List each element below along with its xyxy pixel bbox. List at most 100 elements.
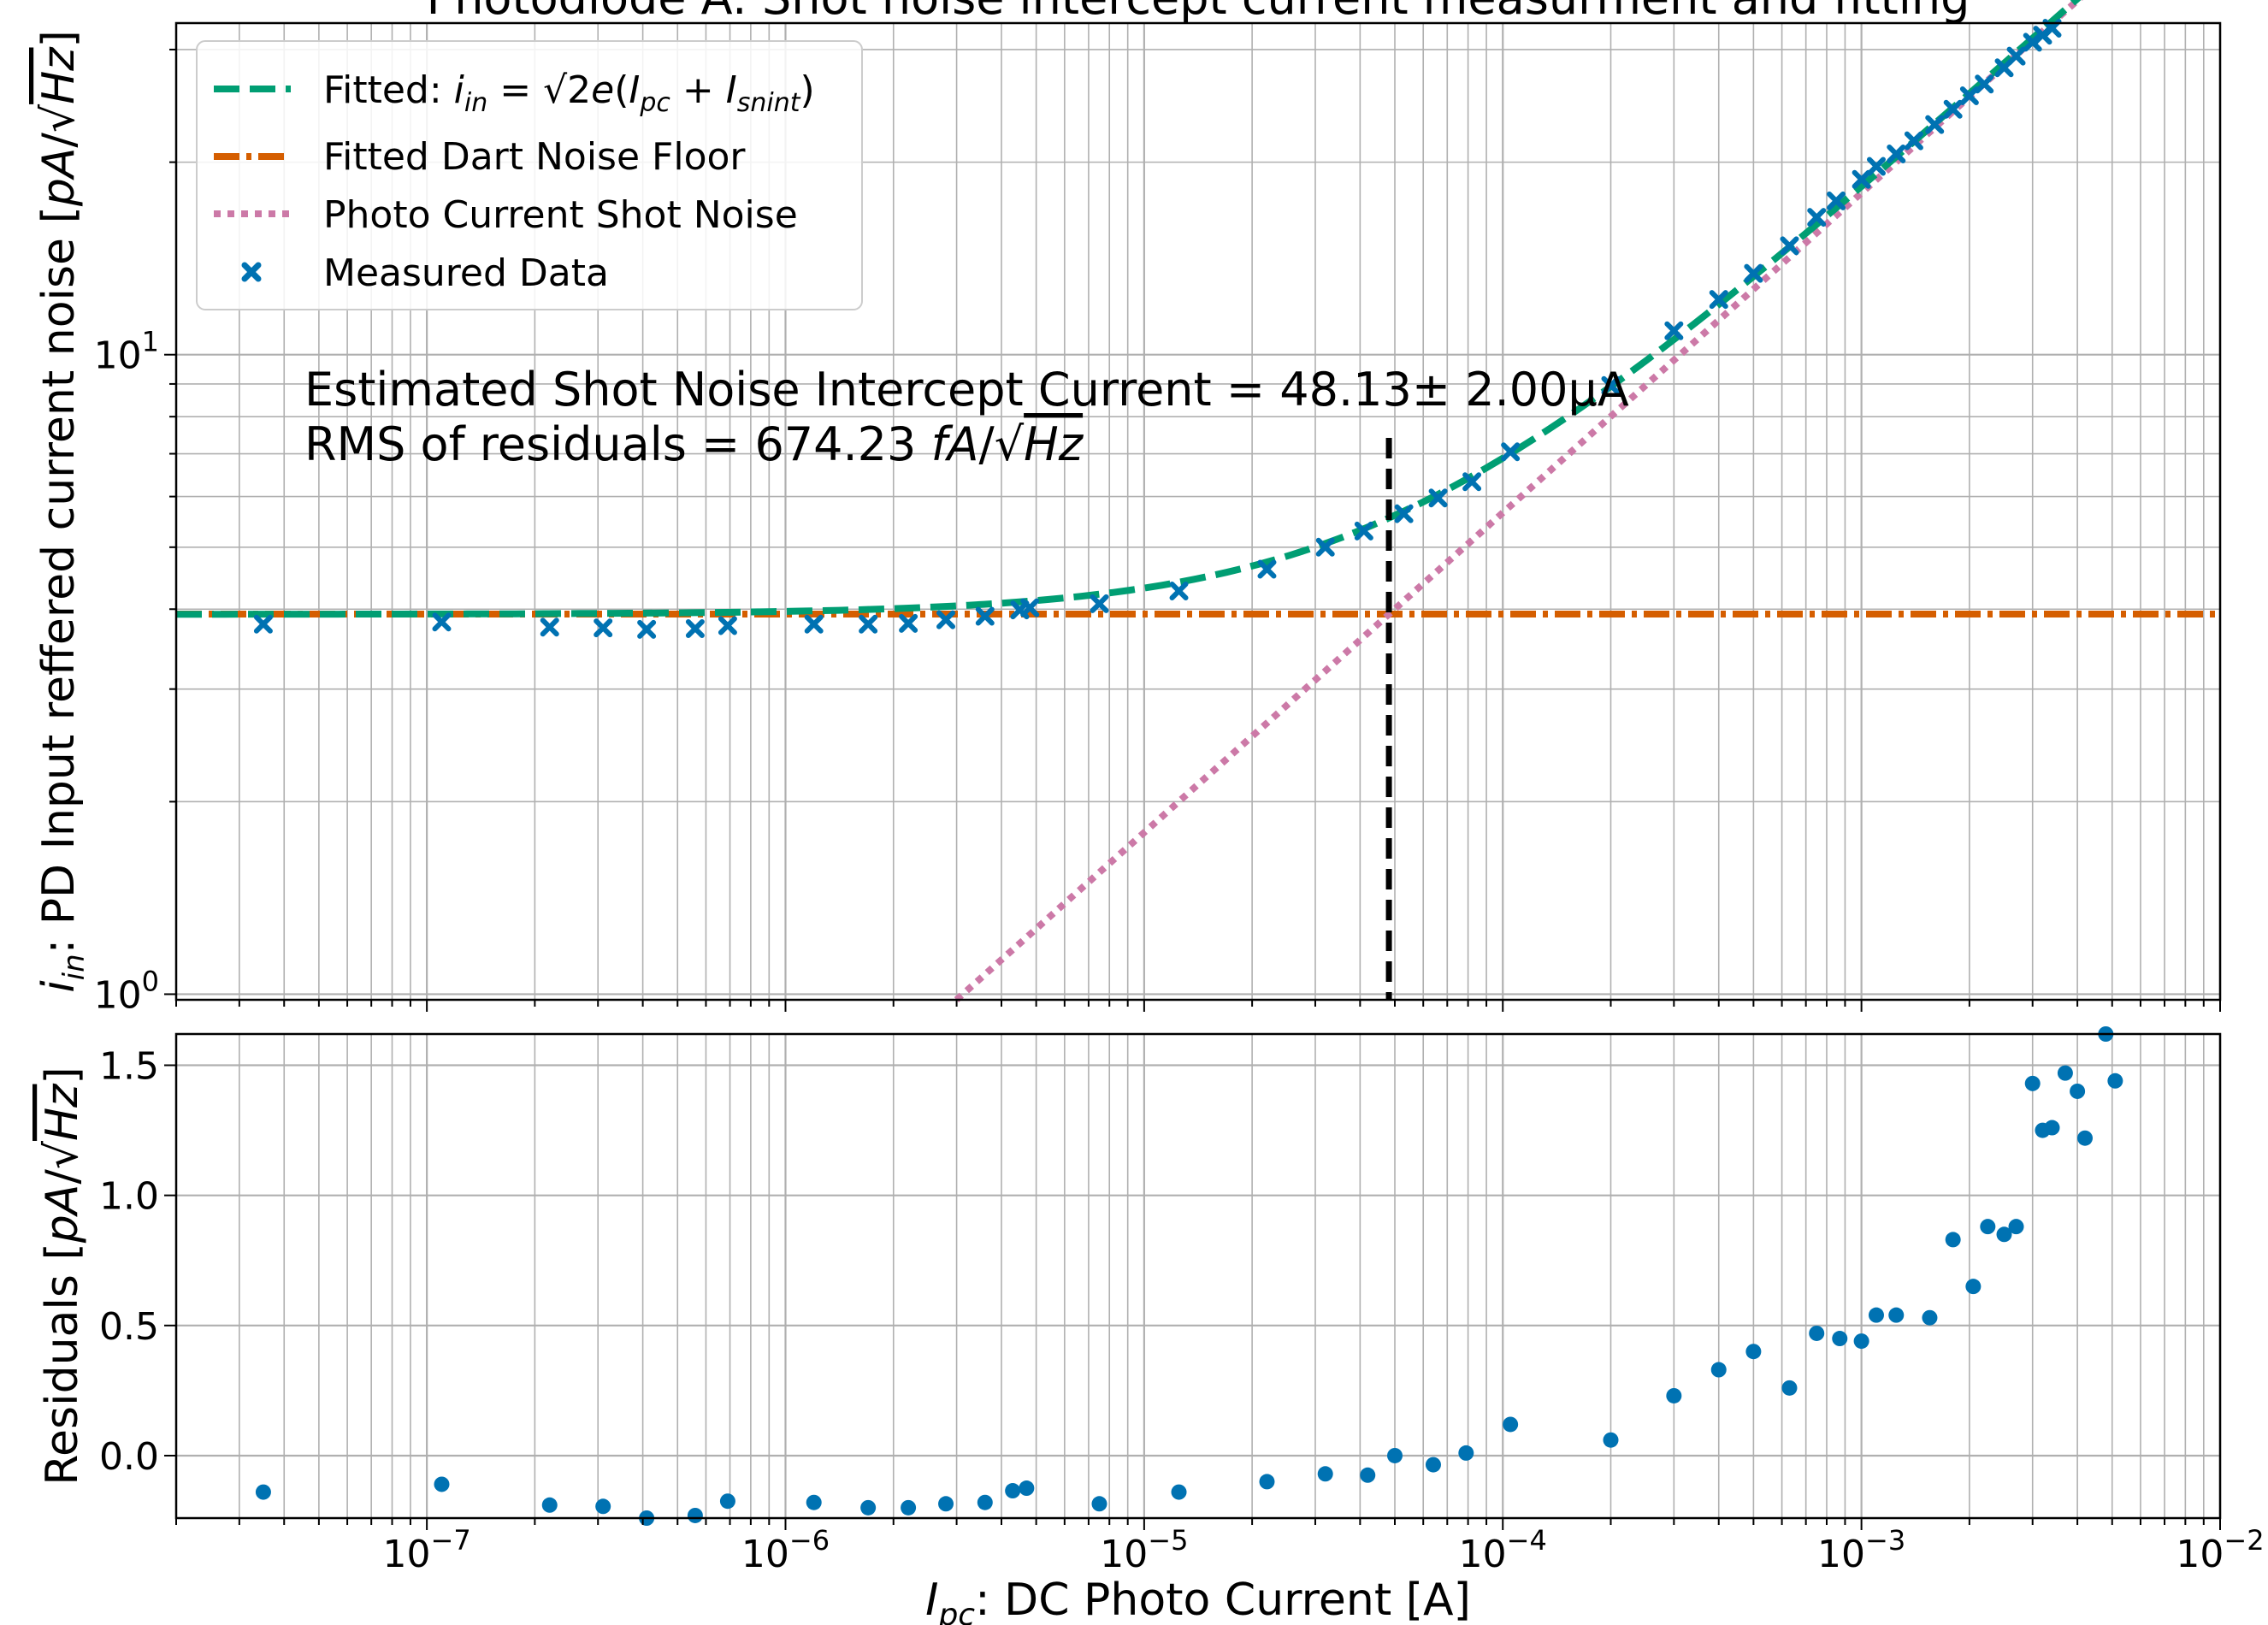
x-tick-label: 10−5 bbox=[1100, 1524, 1188, 1576]
measured-point bbox=[1169, 582, 1189, 601]
measured-point bbox=[1807, 208, 1827, 228]
residual-point bbox=[2024, 1075, 2041, 1091]
measured-point bbox=[1866, 157, 1886, 176]
measured-point bbox=[1852, 169, 1871, 189]
svg-text:Residuals [pA/√Hz]: Residuals [pA/√Hz] bbox=[37, 1067, 88, 1485]
residual-point bbox=[1005, 1483, 1021, 1499]
residual-point bbox=[977, 1494, 993, 1510]
residual-point bbox=[541, 1497, 558, 1513]
residual-point bbox=[1019, 1480, 1035, 1497]
measured-point bbox=[1904, 131, 1923, 151]
residual-point bbox=[1996, 1226, 2012, 1243]
measured-point bbox=[1827, 191, 1846, 210]
legend-label-shot: Photo Current Shot Noise bbox=[323, 193, 798, 237]
measured-point bbox=[253, 614, 273, 634]
measured-point bbox=[2006, 46, 2026, 66]
x-tick-label: 10−4 bbox=[1459, 1524, 1547, 1576]
annotation-intercept: Estimated Shot Noise Intercept Current =… bbox=[304, 363, 1629, 417]
residual-point bbox=[860, 1499, 877, 1516]
measured-point bbox=[718, 616, 737, 635]
legend-label-fit: Fitted: iin = √2e(Ipc + Isnint) bbox=[323, 68, 815, 118]
residual-point bbox=[1458, 1445, 1474, 1461]
residual-point bbox=[2008, 1219, 2024, 1235]
shot-noise-line bbox=[954, 0, 2083, 1002]
measured-point bbox=[1744, 263, 1763, 283]
residual-point bbox=[1387, 1447, 1403, 1463]
measured-point bbox=[1394, 504, 1414, 523]
measured-point bbox=[1090, 594, 1109, 613]
residual-point bbox=[1503, 1416, 1519, 1433]
measured-point bbox=[1925, 115, 1945, 134]
residual-point bbox=[901, 1499, 917, 1516]
residual-point bbox=[2057, 1065, 2073, 1081]
residual-point bbox=[1603, 1432, 1619, 1448]
y-tick-label-top: 101 bbox=[94, 326, 159, 378]
x-tick-label: 10−6 bbox=[741, 1524, 830, 1576]
measured-point bbox=[975, 606, 995, 626]
residual-point bbox=[1425, 1457, 1441, 1473]
residual-point bbox=[434, 1476, 450, 1492]
measured-point bbox=[1709, 290, 1728, 310]
y-tick-label-bottom: 1.0 bbox=[99, 1175, 159, 1219]
bottom-grid bbox=[175, 1034, 2222, 1518]
measured-point bbox=[685, 618, 705, 638]
measured-point bbox=[1501, 442, 1521, 462]
measured-point bbox=[859, 614, 878, 634]
x-tick-label: 10−7 bbox=[383, 1524, 471, 1576]
residual-point bbox=[2107, 1072, 2123, 1089]
y-tick-label-bottom: 1.5 bbox=[99, 1045, 159, 1089]
ticks: 10−7 10−6 10−5 10−4 10−3 10−2 100 101 0.0 0.5 1.0 1… bbox=[94, 48, 2265, 1576]
measured-point bbox=[1664, 321, 1684, 340]
svg-text:iin: PD Input reffered current: iin: PD Input reffered current noise [pA… bbox=[33, 30, 92, 993]
residual-point bbox=[1259, 1474, 1275, 1490]
measured-point bbox=[899, 613, 918, 633]
residual-point bbox=[255, 1484, 271, 1500]
bottom-plot-data bbox=[255, 1026, 2123, 1526]
measured-point bbox=[1462, 472, 1482, 492]
residual-point bbox=[1171, 1484, 1187, 1500]
residual-point bbox=[1832, 1331, 1848, 1347]
y-tick-label-bottom: 0.0 bbox=[99, 1435, 159, 1479]
legend-box bbox=[196, 40, 863, 310]
measured-point bbox=[1315, 537, 1335, 557]
residual-point bbox=[1922, 1309, 1938, 1326]
residual-point bbox=[687, 1507, 703, 1523]
measured-point bbox=[1780, 236, 1799, 256]
measured-point bbox=[594, 618, 613, 638]
x-tick-label: 10−2 bbox=[2176, 1524, 2264, 1576]
residual-point bbox=[1945, 1232, 1961, 1248]
bottom-plot-frame bbox=[174, 1032, 2222, 1520]
measured-point bbox=[637, 619, 657, 639]
measured-point bbox=[1020, 598, 1040, 618]
residual-point bbox=[2070, 1083, 2086, 1099]
measured-point bbox=[1975, 74, 1994, 94]
measured-point bbox=[432, 612, 452, 632]
residual-point bbox=[1888, 1307, 1905, 1323]
y-axis-label-bottom: Residuals [pA/√Hz] bbox=[37, 1067, 88, 1485]
legend-label-floor: Fitted Dart Noise Floor bbox=[323, 135, 746, 179]
measured-point bbox=[804, 614, 824, 634]
measured-point bbox=[1887, 145, 1906, 164]
residual-point bbox=[1091, 1496, 1107, 1512]
chart-title: Photodiode A: Shot noise intercept curre… bbox=[427, 0, 1970, 25]
residual-point bbox=[719, 1493, 735, 1510]
measured-point bbox=[1943, 99, 1963, 119]
residual-point bbox=[1710, 1362, 1727, 1378]
measured-point bbox=[1354, 521, 1373, 541]
residual-point bbox=[1868, 1307, 1884, 1323]
residual-point bbox=[1360, 1467, 1376, 1483]
legend-label-measured: Measured Data bbox=[323, 251, 609, 295]
y-axis-label-top: iin: PD Input reffered current noise [pA… bbox=[33, 30, 92, 993]
residual-point bbox=[1809, 1325, 1825, 1341]
legend: Fitted: iin = √2e(Ipc + Isnint) Fitted D… bbox=[196, 40, 863, 310]
top-plot-data bbox=[176, 0, 2220, 1002]
residual-point bbox=[2044, 1120, 2060, 1136]
y-tick-label-bottom: 0.5 bbox=[99, 1305, 159, 1349]
residual-point bbox=[938, 1496, 954, 1512]
measured-point bbox=[1428, 488, 1448, 508]
residual-point bbox=[1666, 1387, 1682, 1403]
residual-point bbox=[1965, 1279, 1982, 1295]
residual-point bbox=[2077, 1130, 2094, 1146]
legend-swatch-measured bbox=[241, 262, 262, 282]
